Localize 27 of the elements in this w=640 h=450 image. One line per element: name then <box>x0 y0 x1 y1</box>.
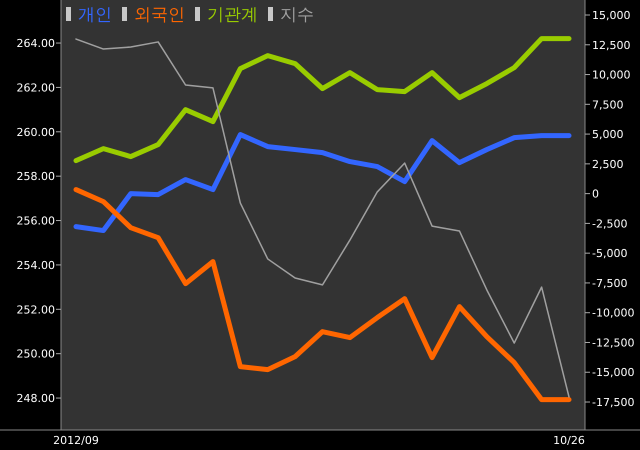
y2-tick-label: 12,500 <box>592 38 630 52</box>
y-tick-label: 252.00 <box>16 303 55 316</box>
y2-tick-label: -10,000 <box>592 306 634 320</box>
y2-tick-label: -15,000 <box>592 366 634 380</box>
y2-tick-label: 0 <box>592 188 599 201</box>
y2-tick-label: -12,500 <box>592 336 634 350</box>
y2-tick-label: -5,000 <box>592 247 628 260</box>
y2-tick-label: -7,500 <box>592 276 628 290</box>
series-label: 기관계 <box>207 5 258 25</box>
x-tick-label: 2012/09 <box>53 434 99 447</box>
y2-tick-label: 15,000 <box>592 9 630 22</box>
x-tick-label: 10/26 <box>553 434 585 447</box>
y-tick-label: 262.00 <box>16 81 55 94</box>
y-tick-label: 256.00 <box>16 214 55 228</box>
y-tick-label: 248.00 <box>16 392 55 406</box>
y2-tick-label: 5,000 <box>592 128 624 142</box>
y-tick-label: 258.00 <box>16 170 55 184</box>
y2-tick-label: -17,500 <box>592 396 634 410</box>
y-tick-label: 254.00 <box>16 258 55 272</box>
y2-tick-label: 7,500 <box>592 98 624 112</box>
y2-tick-label: 2,500 <box>592 158 624 171</box>
y-tick-label: 250.00 <box>16 348 55 361</box>
y-tick-label: 260.00 <box>16 126 55 139</box>
y2-tick-label: 10,000 <box>592 68 630 82</box>
legend: 개인 외국인 기관계 지수 <box>66 5 314 25</box>
y2-tick-label: -2,500 <box>592 217 628 230</box>
y-tick-label: 264.00 <box>16 37 55 50</box>
